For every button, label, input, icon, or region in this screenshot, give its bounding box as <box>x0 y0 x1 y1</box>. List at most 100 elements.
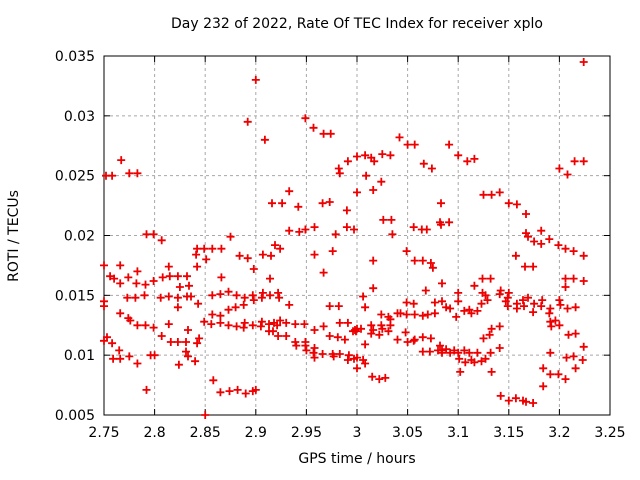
data-point <box>556 300 565 309</box>
data-point <box>427 164 436 173</box>
data-point <box>239 300 248 309</box>
data-point <box>285 187 294 196</box>
data-point <box>319 268 328 277</box>
data-point <box>301 341 310 350</box>
data-point <box>133 169 142 178</box>
data-point <box>361 359 370 368</box>
data-point <box>278 199 287 208</box>
data-point <box>350 225 358 234</box>
data-point <box>249 265 258 273</box>
data-point <box>342 206 351 215</box>
data-point <box>142 230 151 239</box>
data-point <box>300 320 309 329</box>
data-point <box>561 375 570 384</box>
data-point <box>477 299 486 308</box>
data-point <box>571 329 580 338</box>
data-point <box>201 411 210 419</box>
data-point <box>452 312 461 321</box>
data-point <box>271 241 279 250</box>
data-point <box>487 190 496 199</box>
data-point <box>564 330 573 339</box>
data-point <box>318 199 327 208</box>
data-point <box>386 151 395 160</box>
data-point <box>409 299 418 308</box>
data-point <box>512 304 521 313</box>
data-point <box>369 284 378 293</box>
data-point <box>529 262 538 271</box>
data-point <box>216 311 225 320</box>
data-point <box>164 320 173 329</box>
data-point <box>438 297 446 306</box>
data-point <box>157 332 166 340</box>
data-point <box>295 227 304 236</box>
data-point <box>328 247 337 256</box>
data-point <box>276 316 285 325</box>
data-point <box>340 335 349 344</box>
data-point <box>545 235 554 244</box>
data-point <box>454 348 463 357</box>
data-point <box>460 306 469 315</box>
data-point <box>343 157 352 166</box>
data-point <box>207 320 216 329</box>
data-point <box>185 281 193 290</box>
data-point <box>378 150 387 159</box>
data-point <box>342 223 351 232</box>
data-point <box>191 357 200 366</box>
data-point <box>193 244 202 253</box>
data-point <box>248 291 257 300</box>
data-point <box>402 310 411 319</box>
data-point <box>125 352 134 361</box>
data-point <box>368 372 377 381</box>
data-point <box>202 255 211 264</box>
x-tick-label: 2.95 <box>291 425 322 441</box>
data-point <box>193 262 202 271</box>
data-point <box>369 256 378 265</box>
data-point <box>209 376 218 385</box>
data-point <box>370 157 379 166</box>
data-point <box>402 247 411 256</box>
data-point <box>149 323 158 332</box>
data-point <box>473 306 482 315</box>
data-point <box>243 254 252 263</box>
x-tick-label: 3.05 <box>392 425 423 441</box>
data-point <box>539 382 548 391</box>
data-point <box>460 346 469 355</box>
data-point <box>141 321 150 330</box>
data-point <box>486 274 495 283</box>
data-point <box>422 225 431 234</box>
data-point <box>193 339 202 348</box>
data-point <box>140 291 149 300</box>
data-point <box>521 262 529 271</box>
data-point <box>479 190 488 199</box>
plot-border <box>103 55 611 416</box>
data-point <box>478 274 487 283</box>
data-point <box>446 348 455 357</box>
data-point <box>100 336 108 345</box>
y-tick-label: 0.025 <box>55 169 95 185</box>
data-point <box>375 375 384 384</box>
data-point <box>465 348 474 357</box>
data-point <box>301 225 310 234</box>
data-point <box>325 332 334 340</box>
data-point <box>294 202 303 211</box>
data-point <box>141 280 150 289</box>
data-point <box>239 323 248 332</box>
data-point <box>455 354 464 363</box>
data-point <box>269 327 277 336</box>
data-point <box>125 169 134 178</box>
data-point <box>479 334 488 343</box>
data-point <box>384 327 393 336</box>
x-tick-label: 3.25 <box>594 425 625 441</box>
data-point <box>216 388 225 397</box>
data-point <box>200 244 209 253</box>
data-point <box>578 356 587 364</box>
data-point <box>158 273 167 282</box>
data-point <box>310 344 319 352</box>
data-point <box>124 273 133 282</box>
data-point <box>329 352 338 361</box>
data-point <box>292 341 301 350</box>
data-point <box>511 251 520 260</box>
data-point <box>361 340 370 349</box>
data-point <box>150 351 159 360</box>
data-point <box>470 281 479 290</box>
